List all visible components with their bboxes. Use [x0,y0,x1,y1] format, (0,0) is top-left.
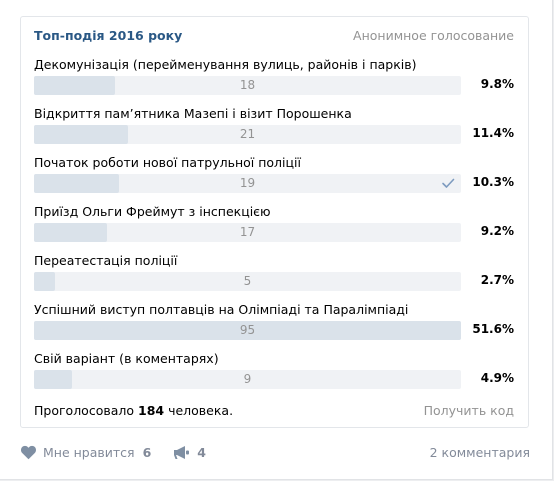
poll-title: Топ-подія 2016 року [34,27,183,43]
poll-answer-percent: 10.3% [472,175,514,189]
poll-answer-count: 9 [243,372,252,386]
poll-answer-percent: 11.4% [472,126,514,140]
poll-answer-count: 18 [239,78,256,92]
poll: Топ-подія 2016 року Анонимное голосовани… [20,16,529,428]
poll-answer-percent: 51.6% [472,322,514,336]
get-code-link[interactable]: Получить код [423,402,514,418]
poll-voted-suffix: человека. [168,402,234,418]
poll-answer: Переатестація поліції 5 2.7% [34,251,514,300]
poll-answer-bar[interactable]: 19 [34,174,461,193]
poll-answer-label: Свій варіант (в коментарях) [34,351,219,366]
share-button[interactable]: 4 [173,445,206,460]
poll-answer-bar[interactable]: 18 [34,76,461,95]
megaphone-icon [174,445,190,459]
poll-answer-fill [34,174,120,193]
poll-answer-fill [34,223,107,242]
poll-answer-fill [34,125,128,144]
poll-answer-percent: 9.8% [480,77,514,91]
poll-answer-fill [34,76,116,95]
poll-answer-bar[interactable]: 21 [34,125,461,144]
poll-answer-label: Початок роботи нової патрульної поліції [34,155,301,170]
poll-answer-count: 5 [243,274,252,288]
poll-answers: Декомунізація (перейменування вулиць, ра… [34,55,514,398]
poll-answer-bar[interactable]: 9 [34,370,461,389]
poll-answer-percent: 2.7% [480,273,514,287]
poll-header: Топ-подія 2016 року Анонимное голосовани… [34,25,514,45]
heart-icon [21,445,36,459]
poll-answer-count: 19 [239,176,256,190]
like-label: Мне нравится [43,444,135,460]
poll-answer: Свій варіант (в коментарях) 9 4.9% [34,349,514,398]
like-count: 6 [142,444,152,460]
like-button[interactable]: Мне нравится 6 [20,445,151,460]
poll-voted-prefix: Проголосовало [34,402,135,418]
poll-type: Анонимное голосование [353,27,514,43]
poll-answer-fill [34,321,461,340]
poll-answer: Початок роботи нової патрульної поліції … [34,153,514,202]
poll-answer: Декомунізація (перейменування вулиць, ра… [34,55,514,104]
poll-answer-label: Переатестація поліції [34,253,178,268]
poll-answer-label: Успішний виступ полтавців на Олімпіаді т… [34,302,409,317]
poll-answer-bar[interactable]: 17 [34,223,461,242]
poll-answer-label: Декомунізація (перейменування вулиць, ра… [34,57,417,72]
poll-voted-summary: Проголосовало 184 человека. [34,403,233,418]
comments-link[interactable]: 2 комментария [429,444,530,460]
poll-voted-total: 184 [138,402,165,418]
poll-answer-bar[interactable]: 5 [34,272,461,291]
poll-answer-label: Приїзд Ольги Фреймут з інспекцією [34,204,271,219]
poll-footer: Проголосовало 184 человека. Получить код [34,400,514,420]
poll-answer-percent: 9.2% [480,224,514,238]
poll-answer: Відкриття пам’ятника Мазепі і візит Поро… [34,104,514,153]
poll-answer-count: 95 [239,323,256,337]
post-actions: Мне нравится 6 4 2 комментария [20,444,530,460]
poll-answer: Успішний виступ полтавців на Олімпіаді т… [34,300,514,349]
poll-answer-fill [34,272,56,291]
poll-answer: Приїзд Ольги Фреймут з інспекцією 17 9.2… [34,202,514,251]
poll-answer-bar[interactable]: 95 [34,321,461,340]
poll-answer-percent: 4.9% [480,371,514,385]
poll-answer-fill [34,370,73,389]
share-count: 4 [197,444,206,460]
poll-answer-count: 17 [239,225,256,239]
poll-answer-count: 21 [239,127,256,141]
checkmark-icon [442,178,455,188]
poll-answer-label: Відкриття пам’ятника Мазепі і візит Поро… [34,106,352,121]
